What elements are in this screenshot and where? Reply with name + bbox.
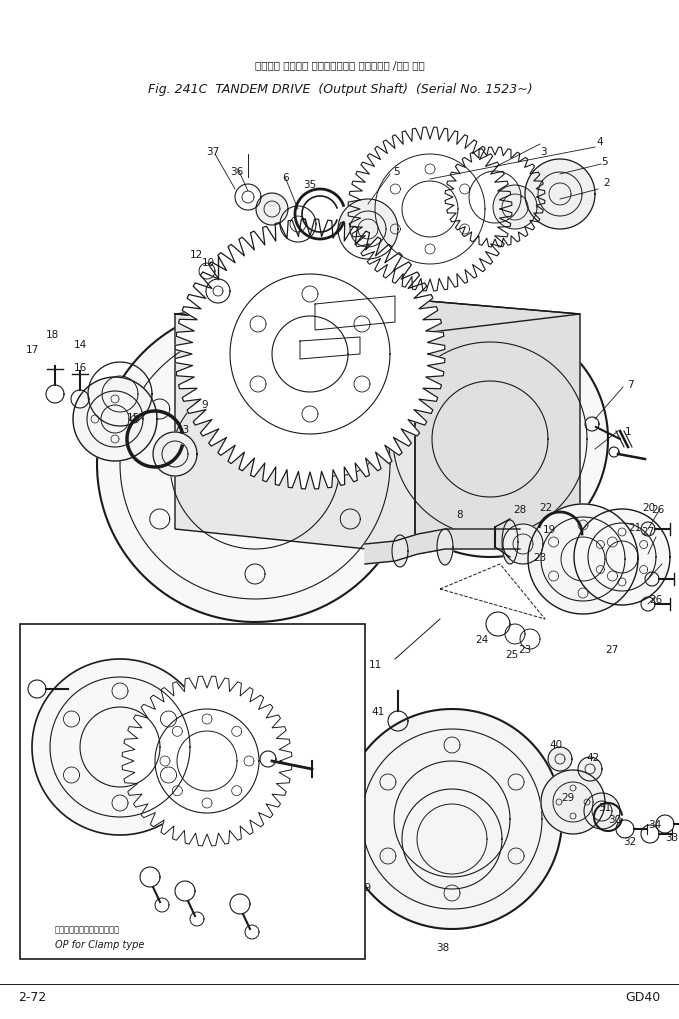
Text: タンデム ドライブ （アウトプット シャフト） /適用 号標: タンデム ドライブ （アウトプット シャフト） /適用 号標 bbox=[255, 60, 425, 70]
Text: 42: 42 bbox=[587, 752, 600, 762]
Polygon shape bbox=[525, 160, 595, 229]
Text: 30: 30 bbox=[608, 814, 621, 824]
Text: 10: 10 bbox=[202, 258, 215, 268]
Text: 44: 44 bbox=[259, 737, 272, 746]
Text: 17: 17 bbox=[25, 344, 39, 355]
Text: 2: 2 bbox=[604, 178, 610, 187]
Text: OP for Clamp type: OP for Clamp type bbox=[55, 940, 145, 949]
Polygon shape bbox=[345, 294, 580, 554]
Polygon shape bbox=[312, 353, 408, 417]
Text: 35: 35 bbox=[304, 179, 316, 190]
Text: 37: 37 bbox=[206, 147, 219, 157]
Polygon shape bbox=[175, 315, 415, 554]
Text: 12: 12 bbox=[189, 250, 202, 260]
Text: 29: 29 bbox=[562, 792, 574, 802]
Text: 38: 38 bbox=[437, 943, 449, 952]
Text: 23: 23 bbox=[518, 644, 532, 654]
Text: 9: 9 bbox=[202, 399, 208, 410]
Text: 28: 28 bbox=[513, 504, 527, 515]
Text: 25: 25 bbox=[505, 649, 519, 659]
Text: クランプタイプ用オプション: クランプタイプ用オプション bbox=[55, 924, 120, 933]
Polygon shape bbox=[338, 200, 398, 260]
Text: 5: 5 bbox=[392, 167, 399, 177]
Polygon shape bbox=[503, 525, 543, 565]
Text: 14: 14 bbox=[73, 339, 87, 350]
Text: 46: 46 bbox=[135, 856, 149, 866]
Text: 2-72: 2-72 bbox=[18, 990, 46, 1004]
Text: 13: 13 bbox=[177, 425, 189, 434]
Text: 20: 20 bbox=[642, 502, 655, 513]
Text: 15: 15 bbox=[126, 413, 140, 423]
Polygon shape bbox=[392, 535, 408, 568]
Text: 32: 32 bbox=[623, 837, 637, 846]
Text: 45: 45 bbox=[25, 666, 39, 677]
Polygon shape bbox=[175, 294, 580, 334]
Polygon shape bbox=[541, 770, 605, 835]
Polygon shape bbox=[256, 194, 288, 226]
Polygon shape bbox=[32, 659, 208, 836]
Text: 7: 7 bbox=[627, 380, 634, 389]
Polygon shape bbox=[574, 510, 670, 605]
Text: 27: 27 bbox=[606, 644, 619, 654]
Text: 27: 27 bbox=[642, 527, 655, 536]
Text: 24: 24 bbox=[475, 635, 489, 644]
Polygon shape bbox=[493, 185, 537, 229]
Polygon shape bbox=[502, 521, 518, 565]
Polygon shape bbox=[445, 148, 545, 248]
Text: 4: 4 bbox=[597, 137, 604, 147]
Text: 19: 19 bbox=[543, 525, 555, 535]
Text: 22: 22 bbox=[539, 502, 553, 513]
Text: 49: 49 bbox=[98, 702, 111, 712]
Text: Fig. 241C  TANDEM DRIVE  (Output Shaft)  (Serial No. 1523~): Fig. 241C TANDEM DRIVE (Output Shaft) (S… bbox=[148, 84, 532, 97]
Polygon shape bbox=[365, 530, 520, 565]
Text: 34: 34 bbox=[648, 819, 661, 829]
Polygon shape bbox=[578, 757, 602, 782]
Polygon shape bbox=[348, 128, 512, 291]
Polygon shape bbox=[97, 307, 413, 623]
Text: 26: 26 bbox=[651, 504, 665, 515]
Text: 1: 1 bbox=[625, 427, 631, 436]
Polygon shape bbox=[437, 530, 453, 566]
Bar bbox=[20, 625, 365, 959]
Text: 43: 43 bbox=[158, 735, 170, 744]
Text: 31: 31 bbox=[598, 802, 612, 812]
Polygon shape bbox=[372, 322, 608, 557]
Text: 3: 3 bbox=[540, 147, 547, 157]
Text: 6: 6 bbox=[282, 173, 289, 182]
Text: 39: 39 bbox=[359, 882, 371, 892]
Text: 18: 18 bbox=[45, 330, 58, 339]
Text: 33: 33 bbox=[665, 833, 678, 842]
Polygon shape bbox=[342, 709, 562, 929]
Polygon shape bbox=[73, 378, 157, 462]
Text: 8: 8 bbox=[457, 510, 463, 520]
Text: 5: 5 bbox=[602, 157, 608, 167]
Text: 23: 23 bbox=[534, 552, 547, 562]
Text: 40: 40 bbox=[549, 739, 563, 749]
Polygon shape bbox=[548, 747, 572, 771]
Text: 36: 36 bbox=[230, 167, 244, 177]
Polygon shape bbox=[584, 793, 620, 829]
Polygon shape bbox=[300, 337, 360, 360]
Polygon shape bbox=[528, 504, 638, 614]
Polygon shape bbox=[153, 433, 197, 477]
Text: 26: 26 bbox=[649, 594, 663, 604]
Polygon shape bbox=[295, 423, 375, 477]
Text: 16: 16 bbox=[73, 363, 87, 373]
Polygon shape bbox=[175, 220, 445, 489]
Text: GD40: GD40 bbox=[626, 990, 661, 1004]
Text: 41: 41 bbox=[371, 706, 384, 716]
Text: 21: 21 bbox=[628, 523, 642, 533]
Text: 48: 48 bbox=[225, 887, 238, 896]
Text: 11: 11 bbox=[369, 659, 382, 669]
Polygon shape bbox=[122, 677, 292, 846]
Polygon shape bbox=[315, 297, 395, 331]
Text: 47: 47 bbox=[168, 872, 181, 882]
